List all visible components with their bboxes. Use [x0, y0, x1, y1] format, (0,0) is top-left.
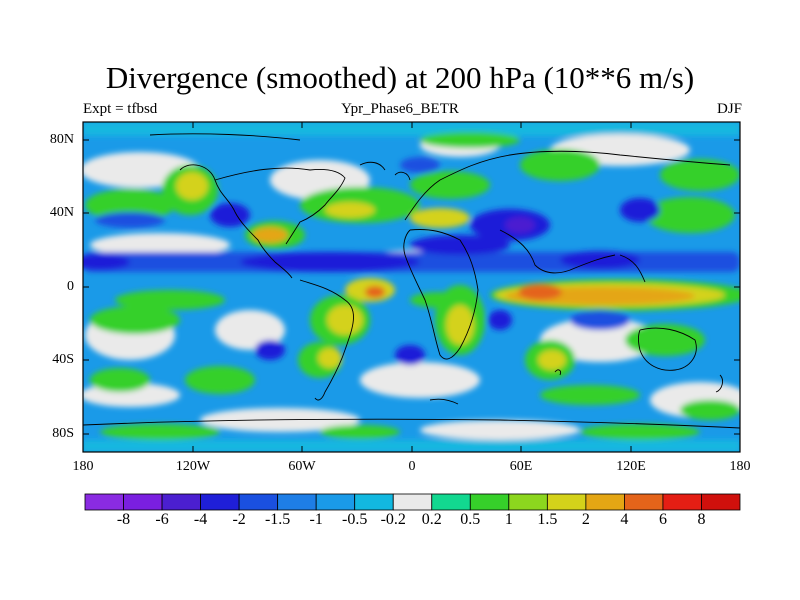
y-tick-label: 0 [67, 279, 74, 294]
colorbar-label: 0.5 [460, 511, 481, 528]
colorbar-box [546, 493, 587, 511]
colorbar-box [662, 493, 702, 511]
colorbar-label: 4 [620, 511, 629, 528]
colorbar-box [238, 493, 279, 511]
colorbar-box [469, 493, 510, 511]
colorbar-label: 6 [658, 511, 667, 528]
colorbar-label: -2 [232, 511, 246, 528]
colorbar-label: -4 [193, 511, 208, 528]
colorbar-label: 8 [697, 511, 706, 528]
colorbar-label: -0.5 [342, 511, 368, 528]
x-tick-label: 120W [175, 459, 211, 474]
colorbar-box [161, 493, 201, 511]
x-tick-label: 60E [509, 459, 533, 474]
divergence-field [83, 122, 740, 452]
colorbar [84, 493, 741, 511]
case-label: Ypr_Phase6_BETR [341, 101, 459, 117]
colorbar-box [392, 493, 433, 511]
colorbar-box [354, 493, 394, 511]
colorbar-label: 2 [581, 511, 590, 528]
colorbar-box [200, 493, 240, 511]
colorbar-label: -0.2 [380, 511, 406, 528]
colorbar-label: -6 [155, 511, 169, 528]
season-label: DJF [716, 101, 742, 117]
colorbar-box [431, 493, 471, 511]
x-tick-label: 60W [288, 459, 316, 474]
expt-label: Expt = tfbsd [83, 101, 158, 117]
y-tick-label: 80S [52, 426, 74, 441]
colorbar-box [508, 493, 548, 511]
tick-marks [83, 122, 740, 452]
y-tick-label: 80N [49, 132, 74, 147]
colorbar-label: -1.5 [264, 511, 291, 528]
plot-title: Divergence (smoothed) at 200 hPa (10**6 … [105, 60, 695, 95]
y-tick-label: 40N [49, 205, 74, 220]
colorbar-label: 1 [504, 511, 513, 528]
colorbar-label: 0.2 [421, 511, 442, 528]
x-tick-label: 180 [72, 459, 94, 474]
colorbar-label: -1 [309, 511, 323, 528]
colorbar-box [315, 493, 356, 511]
colorbar-box [585, 493, 625, 511]
coastlines [83, 133, 740, 429]
colorbar-box [277, 493, 317, 511]
x-tick-label: 120E [616, 459, 646, 474]
colorbar-box [701, 493, 741, 511]
y-tick-label: 40S [52, 352, 74, 367]
colorbar-box [84, 493, 124, 511]
colorbar-box [624, 493, 664, 511]
colorbar-label: -8 [116, 511, 131, 528]
colorbar-label: 1.5 [537, 511, 558, 528]
x-tick-label: 180 [729, 459, 751, 474]
colorbar-box [123, 493, 163, 511]
x-tick-label: 0 [408, 459, 416, 474]
